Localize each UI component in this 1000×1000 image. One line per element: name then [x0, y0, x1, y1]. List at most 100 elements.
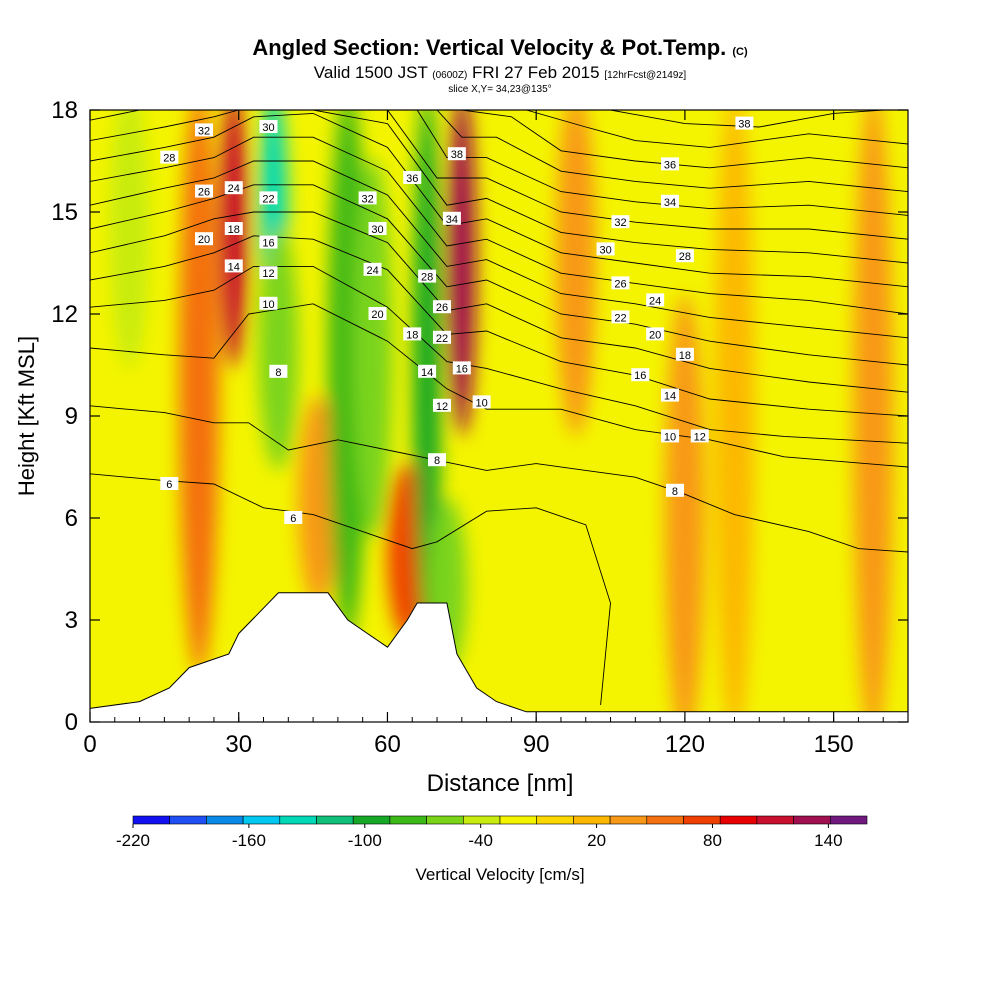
- contour-label: 18: [403, 327, 422, 341]
- velocity-band: [555, 110, 596, 436]
- velocity-band: [352, 158, 393, 538]
- x-tick-label: 90: [523, 731, 550, 758]
- y-tick-label: 18: [51, 97, 78, 124]
- title-units: (C): [732, 46, 748, 58]
- velocity-field: [109, 110, 894, 722]
- colorbar-swatch: [242, 815, 281, 825]
- forecast-info: [12hrFcst@2149z]: [604, 70, 687, 81]
- theta-contour-28: [90, 110, 908, 240]
- velocity-band: [714, 110, 755, 722]
- contour-label: 10: [259, 296, 278, 311]
- theta-contour-20: [90, 160, 908, 339]
- valid-time: Valid 1500 JST (0600Z) FRI 27 Feb 2015 […: [0, 64, 1000, 84]
- chart-title: Angled Section: Vertical Velocity & Pot.…: [0, 36, 1000, 64]
- contour-label-text: 24: [649, 295, 661, 307]
- contour-label: 26: [432, 300, 451, 314]
- colorbar: -220 -160 -100 -40 20 80 140: [116, 815, 868, 850]
- colorbar-swatch: [683, 815, 721, 825]
- colorbar-swatch: [536, 815, 574, 825]
- theta-contour-34: [461, 110, 908, 169]
- contour-label-text: 14: [421, 367, 433, 379]
- contour-label-text: 28: [163, 153, 175, 165]
- contour-label-text: 28: [421, 272, 433, 284]
- contour-label: 10: [661, 429, 680, 443]
- contour-label-text: 22: [614, 312, 626, 324]
- colorbar-swatch: [279, 815, 317, 825]
- contour-label-text: 16: [262, 238, 274, 250]
- x-tick-label: 120: [665, 731, 705, 758]
- contour-label-text: 24: [228, 183, 240, 195]
- contour-label: 12: [690, 429, 709, 443]
- y-tick-label: 12: [51, 301, 78, 328]
- contour-label: 20: [646, 327, 665, 341]
- colorbar-swatch: [132, 815, 171, 825]
- contour-label: 8: [428, 453, 447, 467]
- velocity-band: [447, 110, 476, 436]
- valid-utc: (0600Z): [432, 70, 468, 81]
- y-tick-label: 0: [65, 709, 78, 736]
- contour-label: 32: [195, 123, 214, 137]
- contour-label-text: 32: [198, 125, 210, 137]
- contour-label: 28: [675, 249, 694, 263]
- contour-label-text: 14: [664, 391, 676, 403]
- contour-label: 34: [442, 211, 461, 226]
- colorbar-swatch: [756, 815, 794, 825]
- contour-label-text: 38: [451, 149, 463, 161]
- contour-label-text: 22: [436, 333, 448, 345]
- colorbar-swatch: [829, 815, 868, 825]
- y-tick-label: 9: [65, 403, 78, 430]
- x-tick-label: 150: [814, 731, 854, 758]
- colorbar-tick-label: -40: [468, 831, 493, 850]
- contour-label: 8: [665, 483, 684, 498]
- contour-label: 24: [646, 293, 665, 307]
- contour-label-text: 12: [694, 431, 706, 443]
- theta-contour-32: [436, 110, 908, 193]
- title-main: Angled Section: Vertical Velocity & Pot.…: [252, 35, 727, 60]
- colorbar-swatch: [609, 815, 648, 825]
- contour-label: 32: [611, 215, 630, 229]
- contour-label-text: 16: [456, 363, 468, 375]
- colorbar-swatch: [719, 815, 758, 825]
- valid-date: FRI 27 Feb 2015: [472, 63, 600, 82]
- contour-label-text: 30: [371, 224, 383, 236]
- contour-label-text: 18: [679, 350, 691, 362]
- colorbar-swatch: [352, 815, 391, 825]
- contour-label: 20: [195, 232, 214, 246]
- contour-label-text: 20: [649, 329, 661, 341]
- theta-contour-12: [90, 265, 908, 444]
- colorbar-swatch: [462, 815, 501, 825]
- colorbar-tick-label: -100: [348, 831, 382, 850]
- contour-label-text: 12: [436, 401, 448, 413]
- theta-contour-8: [90, 405, 908, 553]
- velocity-band: [853, 110, 894, 722]
- contour-labels: 32 30 28 26 24 22 20 18 16 14 12 10 8 6 6 38 36 34 32 30 28 2…: [160, 116, 754, 525]
- contour-label-text: 22: [262, 193, 274, 205]
- contour-label: 14: [224, 259, 243, 273]
- colorbar-label: Vertical Velocity [cm/s]: [415, 865, 584, 884]
- contour-label-text: 28: [679, 251, 691, 263]
- velocity-band: [179, 110, 220, 674]
- x-tick-label: 0: [83, 731, 96, 758]
- colorbar-swatch: [426, 815, 464, 825]
- theta-contour-26: [90, 110, 908, 264]
- contour-label-text: 16: [634, 370, 646, 382]
- contour-label: 20: [368, 307, 387, 321]
- contour-label: 30: [259, 120, 278, 134]
- colorbar-swatch: [206, 815, 244, 825]
- theta-contour-22: [90, 136, 908, 315]
- contour-label: 16: [452, 361, 471, 375]
- contour-label-text: 18: [406, 329, 418, 341]
- y-tick-label: 15: [51, 199, 78, 226]
- colorbar-swatch: [793, 815, 831, 825]
- theta-contour-24: [90, 112, 908, 288]
- contour-label: 14: [661, 388, 680, 403]
- contour-label: 22: [432, 330, 451, 345]
- contour-label: 12: [432, 398, 451, 413]
- contour-label-text: 8: [434, 455, 440, 467]
- contour-label-text: 36: [664, 159, 676, 171]
- contour-label: 28: [418, 269, 437, 284]
- colorbar-swatch: [573, 815, 611, 825]
- velocity-band: [258, 226, 299, 470]
